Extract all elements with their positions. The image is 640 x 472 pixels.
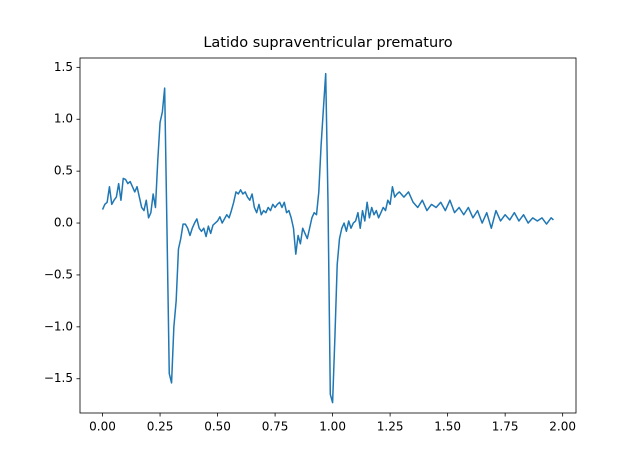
x-tick-label: 2.00 [549, 420, 576, 434]
y-tick-label: −1.0 [44, 319, 73, 333]
x-tick-label: 0.75 [262, 420, 289, 434]
x-tick-label: 0.25 [147, 420, 174, 434]
y-tick-label: 0.5 [54, 164, 73, 178]
x-tick-label: 1.75 [492, 420, 519, 434]
x-tick-label: 1.00 [319, 420, 346, 434]
y-tick-label: 1.0 [54, 112, 73, 126]
y-tick-label: −1.5 [44, 371, 73, 385]
y-tick-label: 1.5 [54, 60, 73, 74]
y-tick-label: 0.0 [54, 216, 73, 230]
x-tick-label: 0.50 [204, 420, 231, 434]
data-line [101, 72, 554, 404]
plot-frame [79, 57, 577, 414]
x-tick-label: 1.50 [434, 420, 461, 434]
chart-title: Latido supraventricular prematuro [203, 35, 452, 51]
x-tick-label: 0.00 [89, 420, 116, 434]
y-tick-label: −0.5 [44, 267, 73, 281]
x-tick-label: 1.25 [377, 420, 404, 434]
